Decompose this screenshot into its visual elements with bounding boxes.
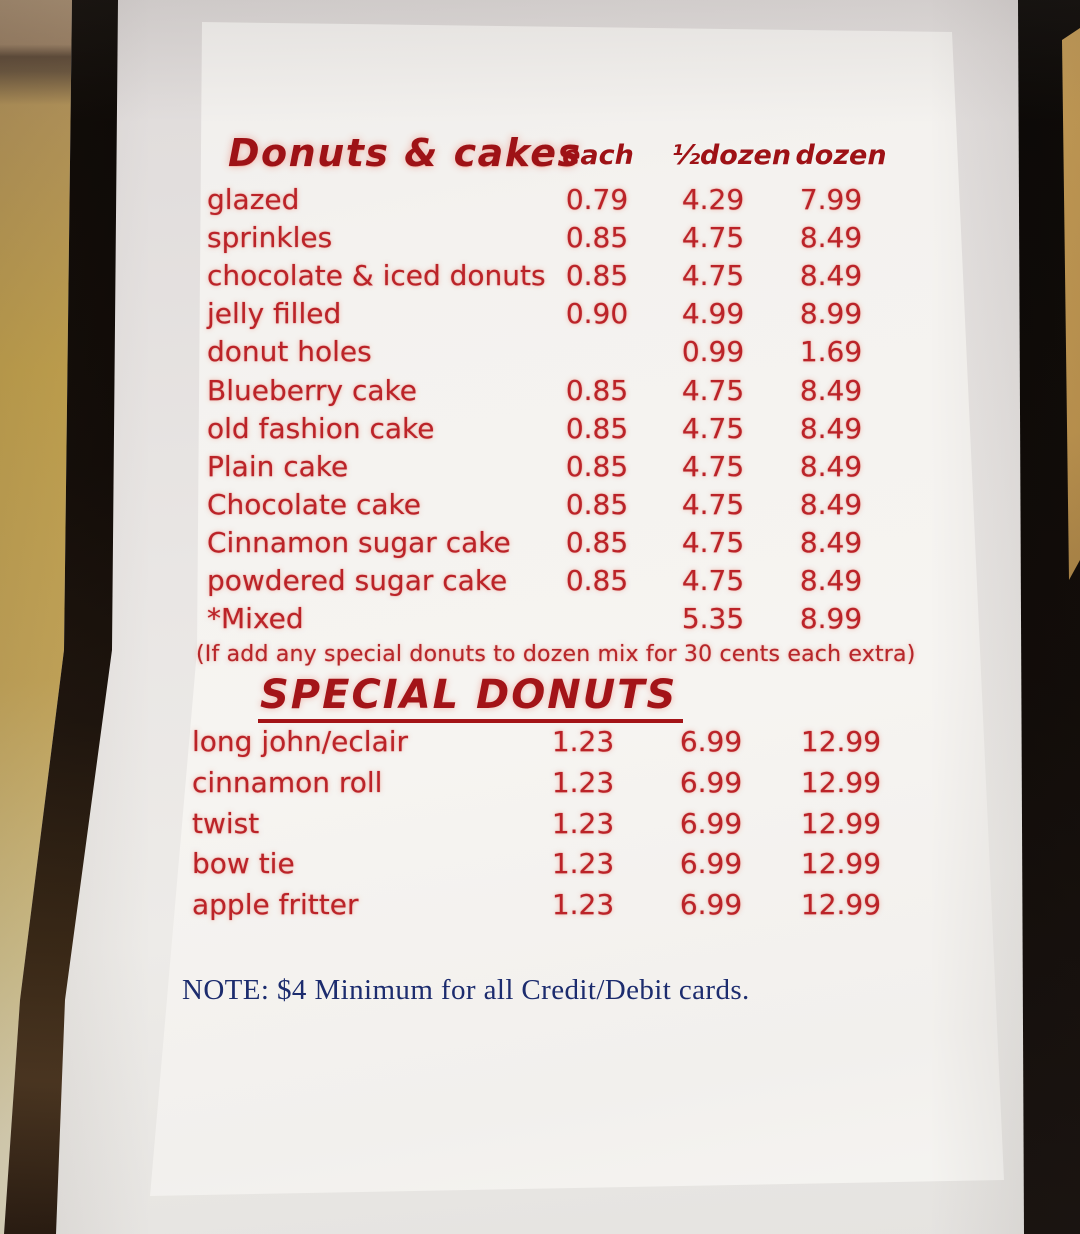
menu-row: Chocolate cake 0.85 4.75 8.49 [0, 487, 1080, 523]
price-dozen: 8.49 [799, 564, 863, 597]
price-each: 0.85 [565, 411, 629, 445]
price-each: 0.85 [565, 449, 629, 483]
item-name: old fashion cake [207, 411, 435, 445]
price-half-dozen: 4.75 [681, 221, 745, 255]
column-header-half-dozen: ½dozen [672, 140, 792, 171]
price-each: 0.85 [565, 525, 629, 559]
item-name: apple fritter [192, 888, 359, 921]
price-each: 0.79 [565, 183, 629, 216]
price-each: 0.85 [565, 564, 629, 597]
price-each: 1.23 [551, 806, 615, 840]
price-half-dozen: 4.99 [681, 297, 745, 331]
price-half-dozen: 0.99 [681, 335, 745, 369]
item-name: Cinnamon sugar cake [207, 525, 511, 559]
price-half-dozen: 6.99 [679, 725, 743, 758]
item-name: chocolate & iced donuts [207, 259, 546, 293]
price-dozen: 8.49 [799, 373, 863, 407]
menu-row: twist 1.23 6.99 12.99 [0, 806, 1080, 842]
item-name: Blueberry cake [207, 373, 417, 407]
price-dozen: 8.49 [799, 487, 863, 521]
menu-row: old fashion cake 0.85 4.75 8.49 [0, 411, 1080, 447]
price-each: 1.23 [551, 725, 615, 758]
menu-row: chocolate & iced donuts 0.85 4.75 8.49 [0, 258, 1080, 294]
price-half-dozen: 6.99 [679, 806, 743, 840]
dozen-mix-note: (If add any special donuts to dozen mix … [196, 642, 916, 667]
price-half-dozen: 6.99 [679, 888, 743, 921]
price-half-dozen: 4.75 [681, 525, 745, 559]
price-dozen: 12.99 [800, 765, 882, 799]
price-dozen: 8.49 [799, 259, 863, 293]
column-header-dozen: dozen [795, 140, 887, 171]
item-name: *Mixed [207, 602, 304, 636]
menu-row: apple fritter 1.23 6.99 12.99 [0, 887, 1080, 923]
credit-card-minimum-note: NOTE: $4 Minimum for all Credit/Debit ca… [182, 974, 750, 1006]
price-dozen: 12.99 [800, 847, 882, 881]
menu-row: bow tie 1.23 6.99 12.99 [0, 846, 1080, 882]
price-half-dozen: 4.29 [681, 183, 745, 216]
item-name: glazed [207, 183, 300, 216]
menu-row: donut holes 0.99 1.69 [0, 334, 1080, 370]
price-dozen: 12.99 [800, 888, 882, 921]
price-half-dozen: 4.75 [681, 373, 745, 407]
item-name: long john/eclair [192, 725, 409, 758]
menu-row: Plain cake 0.85 4.75 8.49 [0, 449, 1080, 485]
price-each: 1.23 [551, 765, 615, 799]
item-name: powdered sugar cake [207, 564, 508, 597]
price-each: 0.85 [565, 373, 629, 407]
item-name: Chocolate cake [207, 487, 421, 521]
price-dozen: 8.49 [799, 411, 863, 445]
price-half-dozen: 5.35 [681, 602, 745, 636]
price-half-dozen: 6.99 [679, 847, 743, 881]
price-half-dozen: 4.75 [681, 449, 745, 483]
item-name: twist [192, 806, 260, 840]
item-name: Plain cake [207, 449, 349, 483]
price-dozen: 8.99 [799, 297, 863, 331]
price-dozen: 8.99 [799, 602, 863, 636]
menu-row: Blueberry cake 0.85 4.75 8.49 [0, 373, 1080, 409]
price-half-dozen: 4.75 [681, 564, 745, 597]
price-dozen: 12.99 [800, 806, 882, 840]
price-dozen: 8.49 [799, 221, 863, 255]
item-name: bow tie [192, 847, 295, 881]
menu-row: sprinkles 0.85 4.75 8.49 [0, 220, 1080, 256]
item-name: sprinkles [207, 221, 333, 255]
price-half-dozen: 4.75 [681, 487, 745, 521]
special-donuts-title: SPECIAL DONUTS [258, 672, 684, 723]
menu-row: cinnamon roll 1.23 6.99 12.99 [0, 765, 1080, 801]
menu-row: long john/eclair 1.23 6.99 12.99 [0, 724, 1080, 760]
price-each: 0.85 [565, 221, 629, 255]
price-each: 0.90 [565, 297, 629, 331]
menu-row: *Mixed 5.35 8.99 [0, 601, 1080, 637]
price-dozen: 7.99 [799, 183, 863, 216]
price-dozen: 8.49 [799, 449, 863, 483]
price-each: 0.85 [565, 487, 629, 521]
menu-row: glazed 0.79 4.29 7.99 [0, 182, 1080, 218]
item-name: jelly filled [207, 297, 342, 331]
price-each: 1.23 [551, 847, 615, 881]
price-half-dozen: 4.75 [681, 411, 745, 445]
item-name: cinnamon roll [192, 765, 383, 799]
menu-row: jelly filled 0.90 4.99 8.99 [0, 296, 1080, 332]
item-name: donut holes [207, 335, 372, 369]
price-dozen: 12.99 [800, 725, 882, 758]
price-half-dozen: 4.75 [681, 259, 745, 293]
column-header-each: each [562, 140, 634, 171]
price-half-dozen: 6.99 [679, 765, 743, 799]
menu-row: Cinnamon sugar cake 0.85 4.75 8.49 [0, 525, 1080, 561]
menu-row: powdered sugar cake 0.85 4.75 8.49 [0, 563, 1080, 599]
price-each: 0.85 [565, 259, 629, 293]
price-dozen: 8.49 [799, 525, 863, 559]
price-dozen: 1.69 [799, 335, 863, 369]
price-each: 1.23 [551, 888, 615, 921]
menu-title: Donuts & cakes [228, 131, 582, 175]
